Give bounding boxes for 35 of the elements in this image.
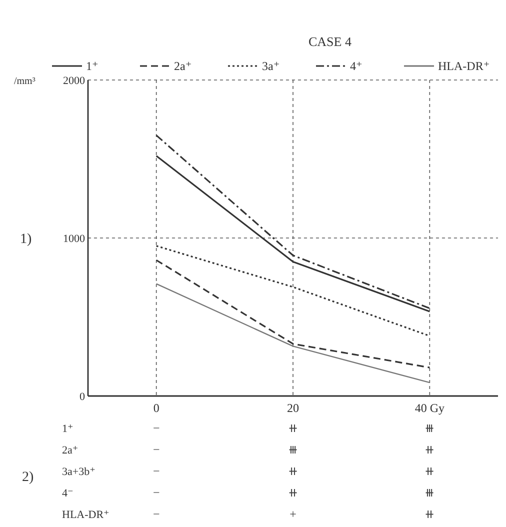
text: 2a⁺ xyxy=(62,444,78,456)
text: − xyxy=(152,464,160,478)
y-tick-label: 2000 xyxy=(63,75,86,87)
text: 4⁻ xyxy=(62,488,74,500)
text: − xyxy=(152,486,160,500)
text: 1) xyxy=(20,232,32,247)
y-tick-label: 1000 xyxy=(63,233,86,245)
text: ⧺ xyxy=(424,507,435,521)
text: ⧻ xyxy=(424,486,435,500)
legend-label: HLA-DR⁺ xyxy=(438,59,490,73)
legend-label: 1⁺ xyxy=(86,59,98,73)
text: ⧻ xyxy=(424,421,435,435)
text: HLA-DR⁺ xyxy=(62,509,110,521)
text: + xyxy=(290,507,297,521)
text: ⧺ xyxy=(288,486,298,500)
y-axis-title: /mm³ xyxy=(14,76,36,87)
text: ⧺ xyxy=(424,464,435,478)
x-tick-label: 20 xyxy=(287,401,299,415)
text: − xyxy=(152,507,160,521)
legend-label: 4⁺ xyxy=(350,59,362,73)
text: 1⁺ xyxy=(62,423,74,435)
text: 2) xyxy=(22,470,34,485)
x-tick-label: 40 Gy xyxy=(414,401,445,415)
text: − xyxy=(152,442,160,456)
text: − xyxy=(152,421,160,435)
y-tick-label: 0 xyxy=(80,391,86,403)
text: ⧻ xyxy=(288,442,298,456)
text: ⧺ xyxy=(288,421,298,435)
legend-label: 3a⁺ xyxy=(262,59,280,73)
text: 3a+3b⁺ xyxy=(62,466,96,478)
x-tick-label: 0 xyxy=(153,401,160,415)
text: ⧺ xyxy=(424,442,435,456)
text: ⧺ xyxy=(288,464,298,478)
chart-title: CASE 4 xyxy=(308,34,352,49)
legend-label: 2a⁺ xyxy=(174,59,192,73)
